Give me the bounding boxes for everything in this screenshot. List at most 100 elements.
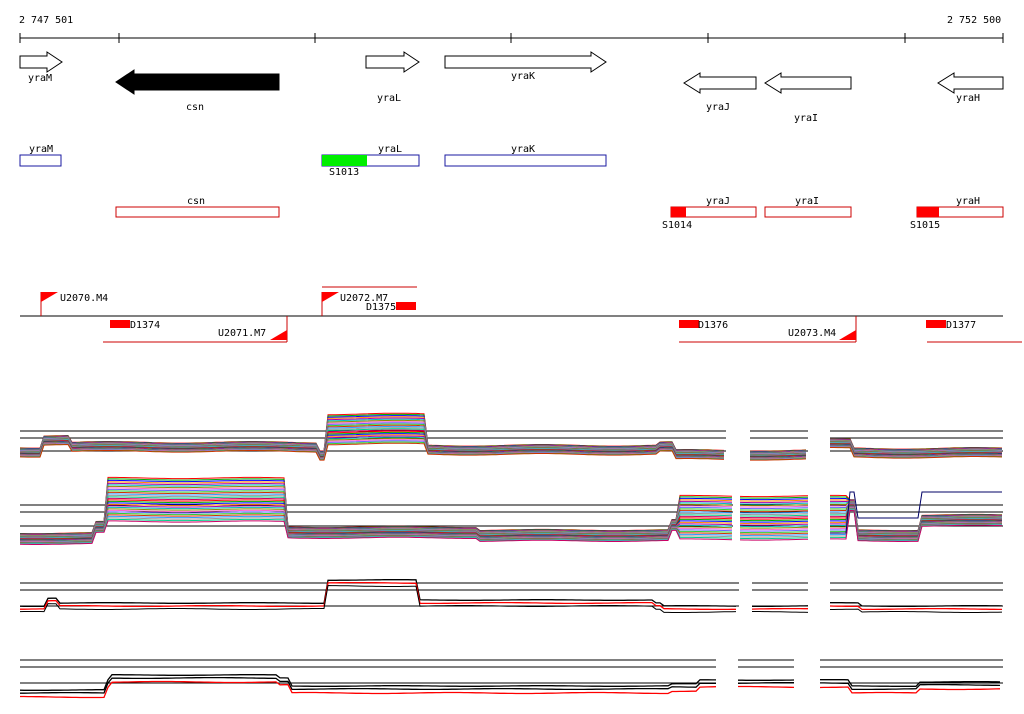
expression-profile-line [829, 605, 1002, 611]
expression-profile-line [739, 502, 809, 505]
expression-profile-line [20, 581, 736, 611]
tu-label: csn [187, 196, 205, 207]
expression-profile-line [830, 509, 1003, 542]
expression-profile-line [739, 510, 809, 513]
terminator-D1375[interactable] [396, 302, 416, 310]
binding-site-S1013[interactable] [322, 155, 367, 166]
expression-profile-line [820, 682, 1001, 691]
expression-profile-line [19, 442, 725, 461]
expression-profile-line [739, 499, 809, 502]
gene-label: yraH [956, 93, 980, 104]
coordinate-ruler: 2 747 501 2 752 500 [19, 15, 1004, 43]
expression-profile-line [739, 496, 809, 499]
expression-profile-line [739, 531, 809, 534]
tu-yraK[interactable] [444, 154, 607, 167]
expression-profile-line [739, 517, 809, 520]
gene-arrow-yraL[interactable] [365, 51, 420, 73]
terminator-label: D1374 [130, 320, 160, 331]
tu-yraI[interactable] [764, 206, 852, 218]
expression-profile-line [830, 608, 1003, 613]
tu-yraM[interactable] [19, 154, 62, 167]
gene-label: yraK [511, 71, 535, 82]
promoter-label: U2072.M7 [340, 293, 388, 304]
gene-label: yraM [28, 73, 52, 84]
site-label: S1014 [662, 220, 692, 231]
transcription-unit-track: yraM yraL S1013 yraK csn yraJ S1014 yraI… [19, 144, 1004, 231]
terminator-label: D1376 [698, 320, 728, 331]
expression-profile-line [19, 584, 737, 613]
expression-profile-line [820, 679, 1001, 687]
expression-profile-line [751, 607, 808, 610]
expression-profile-line [739, 534, 809, 537]
expression-profile-line [739, 516, 809, 519]
gene-label: csn [186, 102, 204, 113]
expression-profile-line [20, 680, 717, 699]
expression-profile-line [739, 513, 809, 516]
expression-profile-line [20, 676, 716, 694]
gene-arrow-yraI[interactable] [764, 72, 852, 94]
expression-profile-line [739, 511, 809, 514]
promoter-label: U2070.M4 [60, 293, 108, 304]
expression-profile-line [819, 686, 1001, 694]
expression-profile-line [739, 529, 809, 532]
terminator-D1374[interactable] [110, 320, 130, 328]
expression-profile-line [739, 505, 809, 508]
promoter-flag-U2071.M7[interactable] [270, 330, 287, 340]
expression-profile-line [830, 447, 1003, 459]
promoter-label: U2071.M7 [218, 328, 266, 339]
binding-site-S1014[interactable] [671, 207, 686, 217]
expression-profile-line [830, 602, 1003, 607]
binding-site-S1015[interactable] [917, 207, 939, 217]
expression-profile-line [750, 458, 807, 461]
expression-profile-line [739, 514, 809, 517]
site-label: S1015 [910, 220, 940, 231]
gene-arrow-yraJ[interactable] [683, 72, 757, 94]
expression-profile-line [19, 674, 716, 691]
tu-label: yraH [956, 196, 980, 207]
gene-arrow-csn[interactable] [115, 69, 280, 95]
expression-profile-line [739, 523, 809, 526]
expression-profile-line [739, 520, 809, 523]
tu-label: yraL [378, 144, 402, 155]
gene-label: yraJ [706, 102, 730, 113]
promoter-flag-U2073.M4[interactable] [839, 330, 856, 340]
tu-csn[interactable] [115, 206, 280, 218]
expression-profile-line [739, 507, 809, 510]
promoter-flag-U2070.M4[interactable] [41, 292, 58, 302]
expression-profile-line [752, 611, 809, 613]
promoter-label: U2073.M4 [788, 328, 836, 339]
ruler-start-label: 2 747 501 [19, 15, 73, 26]
gene-arrow-yraH[interactable] [937, 72, 1004, 94]
expression-profile-line [752, 605, 809, 607]
expression-profile-line [739, 538, 809, 541]
expression-profile-line [739, 508, 809, 511]
expression-profile-line [830, 491, 1002, 534]
promoter-flag-U2072.M7[interactable] [322, 292, 339, 302]
expression-profile-line [737, 681, 794, 684]
gene-arrow-yraK[interactable] [444, 51, 607, 73]
expression-profile-line [739, 522, 809, 525]
expression-profile-line [739, 501, 809, 504]
expression-profile-line [19, 520, 733, 545]
terminator-D1377[interactable] [926, 320, 946, 328]
expression-profile-line [739, 526, 809, 529]
gene-track: yraM csn yraL yraK yraJ yraI yraH [19, 51, 1004, 124]
expression-profile-line [739, 519, 809, 522]
expression-profile-line [739, 535, 809, 538]
gene-label: yraL [377, 93, 401, 104]
expression-profile-line [19, 579, 737, 607]
terminator-D1376[interactable] [679, 320, 699, 328]
terminator-label: D1377 [946, 320, 976, 331]
tu-label: yraM [29, 144, 53, 155]
expression-profile-line [739, 504, 809, 507]
gene-arrow-yraM[interactable] [19, 51, 63, 73]
expression-profile-line [739, 495, 809, 498]
expression-tracks [19, 412, 1003, 699]
tu-label: yraJ [706, 196, 730, 207]
site-label: S1013 [329, 167, 359, 178]
expression-profile-line [739, 498, 809, 501]
tu-label: yraI [795, 196, 819, 207]
regulatory-track: U2070.M4 U2072.M7 D1375 U2071.M7 D1374 U… [20, 286, 1022, 343]
expression-profile-line [738, 685, 795, 689]
